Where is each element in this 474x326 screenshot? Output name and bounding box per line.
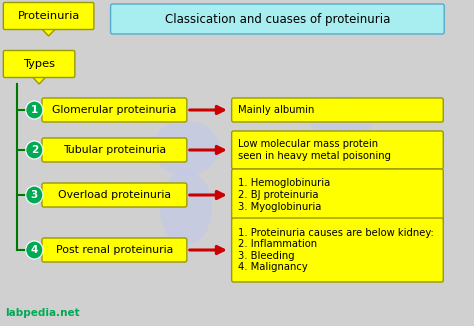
Ellipse shape: [318, 142, 365, 208]
Text: Overload proteinuria: Overload proteinuria: [58, 190, 171, 200]
Circle shape: [26, 241, 43, 259]
Ellipse shape: [160, 170, 212, 245]
Text: 1. Proteinuria causes are below kidney:
2. Inflammation
3. Bleeding
4. Malignanc: 1. Proteinuria causes are below kidney: …: [238, 228, 434, 273]
Text: Glomerular proteinuria: Glomerular proteinuria: [52, 105, 177, 115]
Text: Proteinuria: Proteinuria: [18, 11, 80, 21]
FancyBboxPatch shape: [232, 98, 443, 122]
Text: 4: 4: [31, 245, 38, 255]
Text: Post renal proteinuria: Post renal proteinuria: [56, 245, 173, 255]
Ellipse shape: [310, 96, 372, 144]
Text: labpedia.net: labpedia.net: [5, 308, 79, 318]
FancyBboxPatch shape: [42, 238, 187, 262]
Text: Types: Types: [23, 59, 55, 69]
Text: Low molecular mass protein
seen in heavy metal poisoning: Low molecular mass protein seen in heavy…: [238, 139, 392, 161]
FancyBboxPatch shape: [42, 138, 187, 162]
Text: 2: 2: [31, 145, 38, 155]
Polygon shape: [41, 28, 56, 36]
Ellipse shape: [153, 121, 219, 175]
Text: Mainly albumin: Mainly albumin: [238, 105, 315, 115]
Text: 1: 1: [31, 105, 38, 115]
Circle shape: [26, 101, 43, 119]
FancyBboxPatch shape: [232, 131, 443, 169]
Circle shape: [26, 141, 43, 159]
FancyBboxPatch shape: [42, 183, 187, 207]
Text: 3: 3: [31, 190, 38, 200]
Text: 1. Hemoglobinuria
2. BJ proteinuria
3. Myoglobinuria: 1. Hemoglobinuria 2. BJ proteinuria 3. M…: [238, 178, 330, 212]
Text: Classication and cuases of proteinuria: Classication and cuases of proteinuria: [164, 12, 390, 25]
FancyBboxPatch shape: [3, 3, 94, 29]
FancyBboxPatch shape: [3, 51, 75, 78]
FancyBboxPatch shape: [110, 4, 444, 34]
Circle shape: [26, 186, 43, 204]
Polygon shape: [31, 76, 47, 84]
FancyBboxPatch shape: [232, 169, 443, 221]
Text: Tubular proteinuria: Tubular proteinuria: [63, 145, 166, 155]
FancyBboxPatch shape: [42, 98, 187, 122]
FancyBboxPatch shape: [232, 218, 443, 282]
